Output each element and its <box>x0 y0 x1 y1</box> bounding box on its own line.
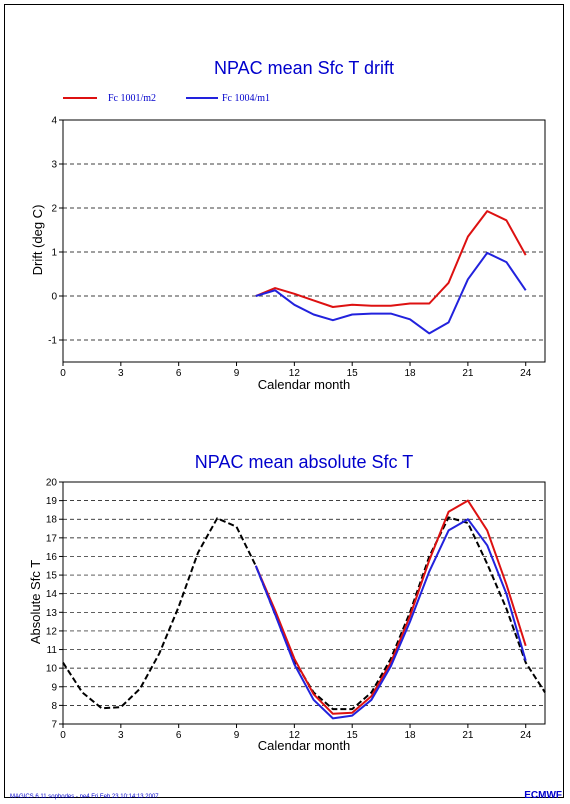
chart2-ytick-label: 17 <box>46 533 58 544</box>
legend-label-1001: Fc 1001/m2 <box>108 93 156 104</box>
chart2-ytick-label: 7 <box>51 720 57 731</box>
chart2-xtick-label: 3 <box>118 730 124 741</box>
chart2-ylabel: Absolute Sfc T <box>28 560 43 644</box>
chart2-ytick-label: 8 <box>51 701 57 712</box>
chart2-title: NPAC mean absolute Sfc T <box>195 452 413 472</box>
chart2-xtick-label: 24 <box>520 730 532 741</box>
chart2-xtick-label: 21 <box>462 730 474 741</box>
chart1-xtick-label: 3 <box>118 368 124 379</box>
chart1-series-0-line <box>255 210 527 308</box>
chart2-ytick-label: 16 <box>46 552 58 563</box>
chart1-xtick-label: 24 <box>520 368 532 379</box>
page-frame <box>4 4 564 798</box>
footer-text: MAGICS 6.11 sophodes - ne4 Fri Feb 23 10… <box>10 794 159 800</box>
chart2-xlabel: Calendar month <box>258 738 351 753</box>
chart2-ytick-label: 13 <box>46 608 58 619</box>
chart1-ytick-label: 4 <box>51 116 57 127</box>
chart2-xtick-label: 6 <box>176 730 182 741</box>
chart2-ytick-label: 15 <box>46 571 58 582</box>
chart2-ytick-label: 20 <box>46 478 58 489</box>
chart1-legend: Fc 1001/m2 Fc 1004/m1 <box>63 93 270 104</box>
chart2-xtick-label: 0 <box>60 730 66 741</box>
chart1-xtick-label: 12 <box>289 368 301 379</box>
chart2-xtick-label: 12 <box>289 730 301 741</box>
chart2-series-1-line <box>254 499 527 715</box>
chart2-ytick-label: 14 <box>46 589 58 600</box>
chart2-plot: 7 8 9 10 11 12 13 14 15 16 17 18 19 20 0 3 6 9 12 15 18 21 24 <box>46 478 546 741</box>
chart1-ytick-label: 2 <box>51 204 57 215</box>
chart1-xtick-label: 6 <box>176 368 182 379</box>
ecmwf-logo: ECMWF <box>524 790 562 801</box>
chart1-ytick-label: 1 <box>51 248 57 259</box>
chart1-ytick-label: 3 <box>51 160 57 171</box>
chart2-xtick-label: 9 <box>234 730 240 741</box>
chart1-ylabel: Drift (deg C) <box>30 205 45 276</box>
chart1-plot-frame <box>62 119 546 363</box>
chart1-xtick-label: 0 <box>60 368 66 379</box>
chart2-ytick-label: 10 <box>46 664 58 675</box>
chart1-ytick-label: 0 <box>51 292 57 303</box>
chart1-title: NPAC mean Sfc T drift <box>214 58 394 78</box>
chart1-xtick-label: 9 <box>234 368 240 379</box>
chart2-ytick-label: 9 <box>51 682 57 693</box>
chart1-xlabel: Calendar month <box>258 377 351 392</box>
chart2-ytick-label: 19 <box>46 496 58 507</box>
chart2-ytick-label: 18 <box>46 515 58 526</box>
chart1-xtick-label: 21 <box>462 368 474 379</box>
chart2-plot-frame <box>62 481 546 725</box>
chart1-xtick-label: 15 <box>347 368 359 379</box>
legend-label-1004: Fc 1004/m1 <box>222 93 270 104</box>
chart2-xtick-label: 15 <box>347 730 359 741</box>
chart2-ytick-label: 11 <box>47 645 58 656</box>
chart2-xtick-label: 18 <box>404 730 416 741</box>
chart1-ytick-label: -1 <box>48 336 57 347</box>
chart1-series-1-line <box>255 251 527 335</box>
chart2-ytick-label: 12 <box>46 626 58 637</box>
chart2-series-2-line <box>254 518 527 720</box>
chart1-xtick-label: 18 <box>404 368 416 379</box>
